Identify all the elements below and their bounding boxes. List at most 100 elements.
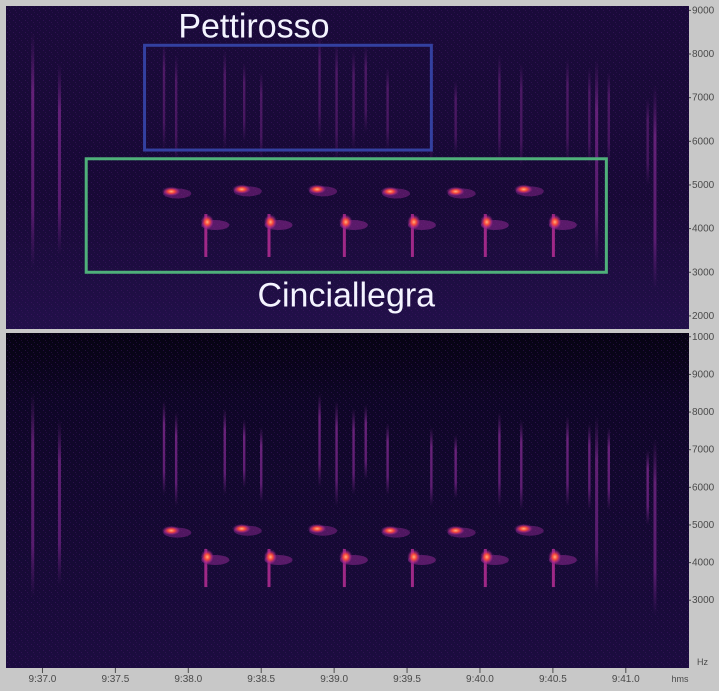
broadband-streak [595, 58, 599, 264]
y-tick-label: 4000 [692, 558, 715, 569]
great-tit-low-note [338, 214, 353, 231]
robin-note-streak [588, 67, 591, 168]
great-tit-high-note [307, 184, 328, 195]
great-tit-low-note [263, 214, 278, 231]
great-tit-low-note-stem [551, 214, 555, 257]
broadband-streak [57, 419, 61, 586]
great-tit-low-note-stem [342, 214, 346, 257]
great-tit-high-note [380, 186, 401, 197]
great-tit-low-note [547, 214, 562, 231]
x-tick-label: 9:38.0 [174, 674, 202, 685]
great-tit-high-note [161, 525, 182, 536]
great-tit-low-note [547, 548, 562, 565]
y-tick-label: 3000 [692, 267, 715, 278]
great-tit-high-note [445, 525, 466, 536]
great-tit-low-note [263, 548, 278, 565]
broadband-streak [31, 393, 35, 597]
great-tit-low-note-stem [551, 548, 555, 588]
annotation-box-pettirosso [143, 43, 433, 152]
robin-note-streak [588, 423, 591, 510]
robin-note-streak [566, 58, 569, 164]
broadband-streak [653, 438, 657, 616]
x-tick-label: 9:41.0 [612, 674, 640, 685]
y-unit-label: Hz [697, 657, 708, 667]
robin-note-streak [318, 32, 321, 142]
annotation-box-cinciallegra [84, 157, 608, 274]
robin-note-streak [260, 427, 263, 503]
great-tit-low-note-stem [410, 548, 414, 588]
robin-note-streak [162, 400, 166, 495]
robin-note-streak [430, 427, 433, 507]
robin-note-streak [260, 71, 263, 159]
great-tit-low-note-stem [204, 214, 208, 257]
robin-note-streak [607, 71, 610, 168]
great-tit-high-note [513, 184, 534, 195]
panel-noise-bottom-spectrogram [6, 333, 689, 668]
annotation-label-cinciallegra: Cinciallegra [257, 276, 435, 314]
y-tick-label: 1000 [692, 332, 715, 343]
great-tit-low-note [200, 548, 215, 565]
robin-note-streak [352, 49, 355, 151]
great-tit-low-note-stem [483, 548, 487, 588]
robin-note-streak [498, 54, 501, 164]
robin-note-streak [352, 408, 355, 495]
y-tick-label: 5000 [692, 520, 715, 531]
y-tick-label: 3000 [692, 595, 715, 606]
x-tick-label: 9:39.5 [393, 674, 421, 685]
y-tick-label: 7000 [692, 93, 715, 104]
great-tit-low-note [338, 548, 353, 565]
great-tit-low-note [200, 214, 215, 231]
broadband-streak [595, 415, 599, 593]
great-tit-high-note [161, 186, 182, 197]
robin-note-streak [223, 408, 226, 495]
y-tick-label: 6000 [692, 482, 715, 493]
robin-note-streak [335, 400, 338, 507]
robin-note-streak [386, 423, 389, 495]
robin-note-streak [174, 412, 178, 507]
y-tick-label: 2000 [692, 311, 715, 322]
great-tit-low-note [406, 548, 421, 565]
great-tit-high-note [231, 184, 252, 195]
robin-note-streak [242, 62, 246, 142]
x-axis-label: hms [671, 674, 689, 684]
great-tit-low-note-stem [267, 214, 271, 257]
events-bottom-spectrogram [31, 393, 657, 616]
robin-note-streak [386, 67, 389, 151]
y-tick-label: 4000 [692, 224, 715, 235]
great-tit-low-note [479, 548, 494, 565]
robin-note-streak [520, 62, 523, 168]
robin-note-streak [566, 415, 569, 507]
great-tit-low-note [406, 214, 421, 231]
great-tit-high-note [380, 525, 401, 536]
great-tit-low-note-stem [342, 548, 346, 588]
y-tick-label: 6000 [692, 136, 715, 147]
x-tick-label: 9:39.0 [320, 674, 348, 685]
x-tick-label: 9:37.5 [101, 674, 129, 685]
robin-note-streak [335, 40, 338, 164]
great-tit-low-note-stem [410, 214, 414, 257]
robin-note-streak [454, 434, 457, 499]
robin-note-streak [223, 49, 226, 151]
robin-note-streak [498, 412, 501, 507]
robin-note-streak [520, 419, 523, 510]
y-tick-label: 5000 [692, 180, 715, 191]
great-tit-low-note-stem [267, 548, 271, 588]
robin-note-streak [364, 45, 367, 133]
x-tick-label: 9:38.5 [247, 674, 275, 685]
great-tit-low-note [479, 214, 494, 231]
robin-note-streak [162, 40, 166, 151]
annotation-label-pettirosso: Pettirosso [178, 7, 329, 45]
robin-note-streak [318, 393, 321, 488]
x-tick-label: 9:40.0 [466, 674, 494, 685]
y-tick-label: 9000 [692, 369, 715, 380]
robin-note-streak [174, 54, 178, 164]
robin-note-streak [242, 419, 246, 488]
broadband-streak [653, 84, 657, 290]
y-tick-label: 8000 [692, 49, 715, 60]
great-tit-high-note [231, 523, 252, 534]
panel-noise-top-spectrogram [6, 6, 689, 329]
y-tick-label: 9000 [692, 5, 715, 16]
x-tick-label: 9:40.5 [539, 674, 567, 685]
